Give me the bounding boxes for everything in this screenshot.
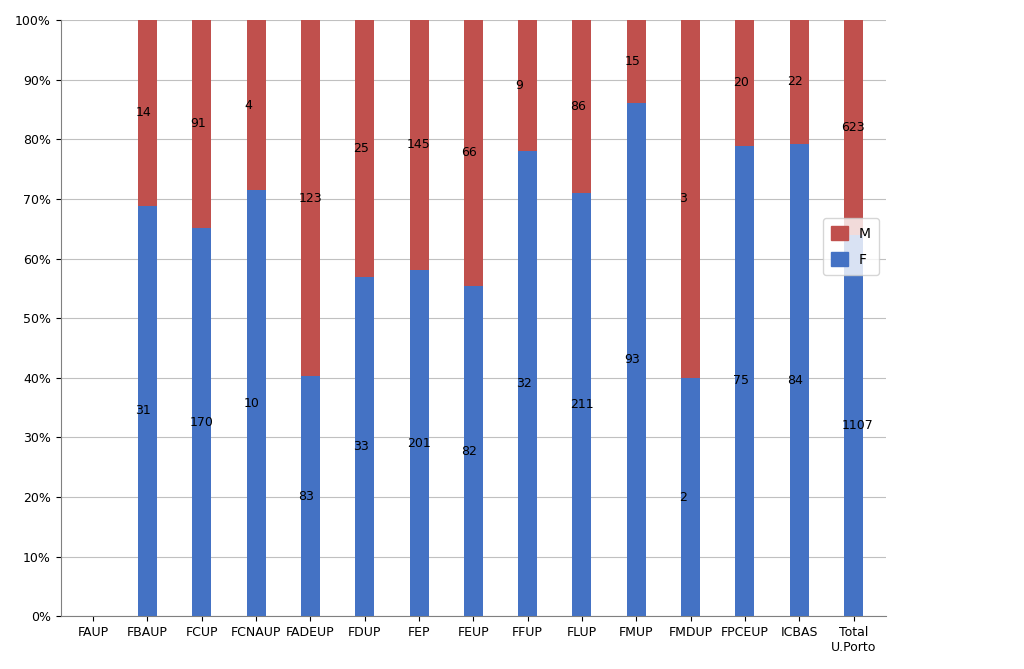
Bar bbox=[735, 20, 755, 146]
Text: 93: 93 bbox=[625, 353, 640, 366]
Text: 211: 211 bbox=[570, 398, 594, 411]
Bar bbox=[355, 20, 374, 277]
Bar bbox=[247, 191, 265, 616]
Text: 3: 3 bbox=[679, 193, 686, 205]
Text: 9: 9 bbox=[516, 79, 523, 92]
Bar bbox=[681, 20, 700, 378]
Text: 25: 25 bbox=[353, 142, 369, 155]
Text: 83: 83 bbox=[298, 490, 314, 502]
Text: 66: 66 bbox=[462, 147, 477, 159]
Bar bbox=[518, 20, 538, 151]
Text: 623: 623 bbox=[842, 121, 865, 134]
Text: 20: 20 bbox=[733, 76, 749, 89]
Text: 86: 86 bbox=[570, 100, 586, 113]
Text: 1107: 1107 bbox=[842, 419, 873, 432]
Bar bbox=[844, 20, 863, 235]
Bar bbox=[301, 376, 319, 616]
Bar bbox=[572, 193, 592, 616]
Text: 123: 123 bbox=[298, 191, 323, 205]
Bar bbox=[464, 20, 483, 286]
Text: 4: 4 bbox=[244, 99, 252, 112]
Text: 31: 31 bbox=[135, 404, 152, 417]
Bar bbox=[193, 20, 211, 228]
Bar bbox=[627, 103, 646, 616]
Bar bbox=[572, 20, 592, 193]
Bar bbox=[193, 228, 211, 616]
Text: 145: 145 bbox=[408, 138, 431, 151]
Text: 170: 170 bbox=[189, 415, 214, 429]
Bar bbox=[301, 20, 319, 376]
Bar bbox=[790, 144, 809, 616]
Text: 22: 22 bbox=[787, 76, 803, 88]
Bar bbox=[247, 20, 265, 191]
Text: 82: 82 bbox=[462, 445, 477, 458]
Bar bbox=[735, 146, 755, 616]
Text: 10: 10 bbox=[244, 397, 260, 410]
Bar bbox=[844, 235, 863, 616]
Text: 75: 75 bbox=[733, 375, 749, 387]
Bar bbox=[790, 20, 809, 144]
Text: 2: 2 bbox=[679, 490, 686, 504]
Text: 91: 91 bbox=[189, 118, 206, 130]
Bar bbox=[355, 277, 374, 616]
Bar bbox=[518, 151, 538, 616]
Legend: M, F: M, F bbox=[822, 217, 880, 275]
Text: 14: 14 bbox=[135, 106, 152, 119]
Text: 32: 32 bbox=[516, 377, 531, 390]
Bar bbox=[627, 20, 646, 103]
Bar bbox=[681, 378, 700, 616]
Text: 201: 201 bbox=[408, 437, 431, 450]
Bar bbox=[410, 270, 429, 616]
Bar bbox=[464, 286, 483, 616]
Text: 84: 84 bbox=[787, 373, 803, 387]
Text: 15: 15 bbox=[625, 55, 640, 68]
Bar bbox=[138, 20, 157, 205]
Bar bbox=[410, 20, 429, 270]
Bar bbox=[138, 205, 157, 616]
Text: 33: 33 bbox=[353, 440, 369, 453]
